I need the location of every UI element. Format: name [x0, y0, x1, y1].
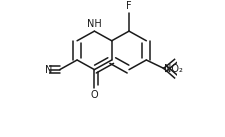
Text: NH: NH: [87, 19, 101, 29]
Text: N: N: [45, 65, 52, 75]
Text: F: F: [126, 1, 131, 11]
Text: NO₂: NO₂: [164, 64, 182, 74]
Text: O: O: [90, 90, 98, 100]
